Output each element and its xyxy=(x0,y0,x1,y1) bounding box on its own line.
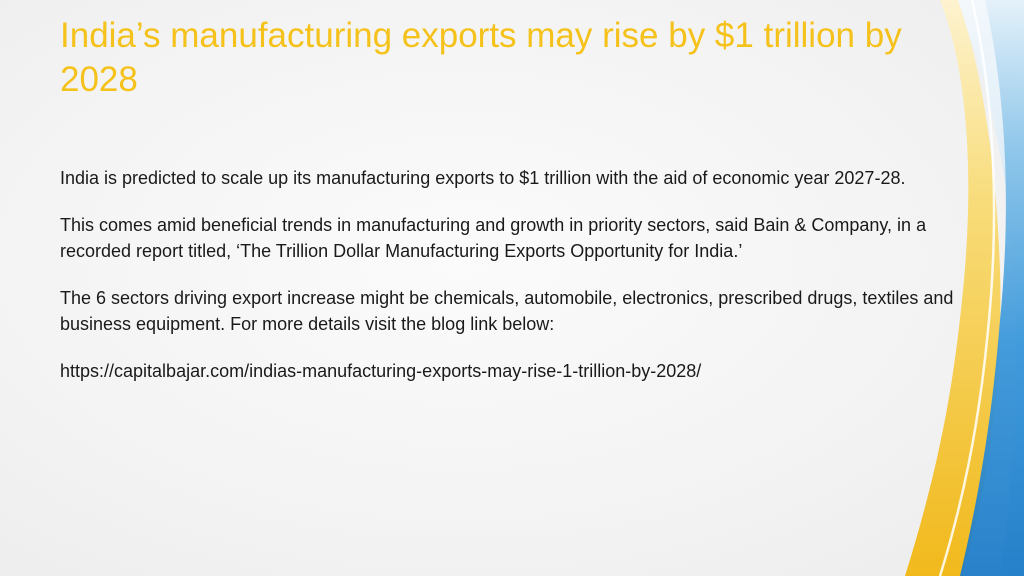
slide-body: India is predicted to scale up its manuf… xyxy=(60,165,955,405)
paragraph-sectors: The 6 sectors driving export increase mi… xyxy=(60,288,954,334)
slide-title: India’s manufacturing exports may rise b… xyxy=(60,16,902,99)
paragraph-forecast: India is predicted to scale up its manuf… xyxy=(60,168,906,188)
blog-link[interactable]: https://capitalbajar.com/indias-manufact… xyxy=(60,361,702,381)
paragraph-report-source: This comes amid beneficial trends in man… xyxy=(60,215,927,261)
